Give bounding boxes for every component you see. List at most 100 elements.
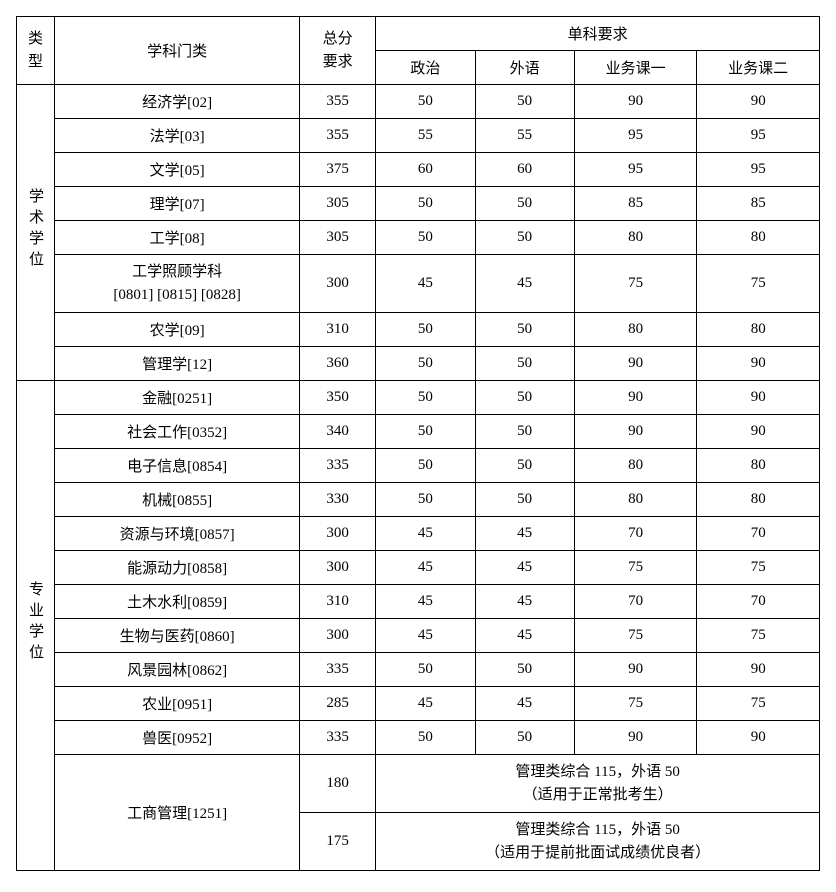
total-cell: 335 xyxy=(300,449,376,483)
header-type-text: 类型 xyxy=(28,31,43,70)
table-row: 资源与环境[0857]30045457070 xyxy=(17,517,820,551)
foreign-cell: 45 xyxy=(475,517,574,551)
course1-cell: 90 xyxy=(574,721,697,755)
category-cell: 工学[08] xyxy=(55,221,300,255)
mba-note-cell: 管理类综合 115，外语 50（适用于提前批面试成绩优良者） xyxy=(376,813,820,871)
total-cell: 330 xyxy=(300,483,376,517)
course2-cell: 75 xyxy=(697,551,820,585)
table-row: 生物与医药[0860]30045457575 xyxy=(17,619,820,653)
table-row: 理学[07]30550508585 xyxy=(17,187,820,221)
course1-cell: 90 xyxy=(574,85,697,119)
politics-cell: 50 xyxy=(376,381,475,415)
foreign-cell: 50 xyxy=(475,187,574,221)
category-cell: 土木水利[0859] xyxy=(55,585,300,619)
course2-cell: 80 xyxy=(697,449,820,483)
politics-cell: 50 xyxy=(376,721,475,755)
politics-cell: 50 xyxy=(376,449,475,483)
category-cell: 社会工作[0352] xyxy=(55,415,300,449)
course2-cell: 70 xyxy=(697,585,820,619)
politics-cell: 50 xyxy=(376,483,475,517)
total-cell: 305 xyxy=(300,187,376,221)
header-category: 学科门类 xyxy=(55,17,300,85)
header-total-line1: 总分 xyxy=(323,31,353,47)
course1-cell: 90 xyxy=(574,381,697,415)
politics-cell: 55 xyxy=(376,119,475,153)
course2-cell: 75 xyxy=(697,255,820,313)
course2-cell: 80 xyxy=(697,221,820,255)
total-cell: 340 xyxy=(300,415,376,449)
foreign-cell: 50 xyxy=(475,313,574,347)
category-cell: 经济学[02] xyxy=(55,85,300,119)
total-cell: 300 xyxy=(300,551,376,585)
course1-cell: 90 xyxy=(574,653,697,687)
course2-cell: 95 xyxy=(697,119,820,153)
category-cell: 风景园林[0862] xyxy=(55,653,300,687)
group-academic-label: 学术学位 xyxy=(25,188,46,272)
course2-cell: 90 xyxy=(697,381,820,415)
group-academic: 学术学位 xyxy=(17,85,55,381)
category-cell: 文学[05] xyxy=(55,153,300,187)
foreign-cell: 50 xyxy=(475,85,574,119)
politics-cell: 45 xyxy=(376,517,475,551)
politics-cell: 50 xyxy=(376,347,475,381)
header-politics: 政治 xyxy=(376,51,475,85)
total-cell: 310 xyxy=(300,313,376,347)
group-professional: 专业学位 xyxy=(17,381,55,871)
course1-cell: 80 xyxy=(574,221,697,255)
total-cell: 300 xyxy=(300,517,376,551)
course1-cell: 75 xyxy=(574,255,697,313)
foreign-cell: 50 xyxy=(475,415,574,449)
course2-cell: 90 xyxy=(697,347,820,381)
table-row: 学术学位经济学[02]35550509090 xyxy=(17,85,820,119)
course2-cell: 90 xyxy=(697,653,820,687)
foreign-cell: 45 xyxy=(475,687,574,721)
course2-cell: 95 xyxy=(697,153,820,187)
total-cell: 355 xyxy=(300,119,376,153)
table-row: 机械[0855]33050508080 xyxy=(17,483,820,517)
course1-cell: 95 xyxy=(574,119,697,153)
course2-cell: 90 xyxy=(697,85,820,119)
course2-cell: 90 xyxy=(697,721,820,755)
politics-cell: 50 xyxy=(376,187,475,221)
course1-cell: 85 xyxy=(574,187,697,221)
course1-cell: 90 xyxy=(574,347,697,381)
course1-cell: 75 xyxy=(574,687,697,721)
total-cell: 350 xyxy=(300,381,376,415)
course1-cell: 80 xyxy=(574,449,697,483)
header-subjects-group: 单科要求 xyxy=(376,17,820,51)
politics-cell: 50 xyxy=(376,415,475,449)
table-row: 管理学[12]36050509090 xyxy=(17,347,820,381)
course2-cell: 85 xyxy=(697,187,820,221)
total-cell: 335 xyxy=(300,721,376,755)
foreign-cell: 50 xyxy=(475,221,574,255)
course1-cell: 95 xyxy=(574,153,697,187)
table-row: 电子信息[0854]33550508080 xyxy=(17,449,820,483)
table-row: 兽医[0952]33550509090 xyxy=(17,721,820,755)
politics-cell: 50 xyxy=(376,313,475,347)
foreign-cell: 45 xyxy=(475,585,574,619)
table-row: 社会工作[0352]34050509090 xyxy=(17,415,820,449)
course1-cell: 75 xyxy=(574,619,697,653)
table-row: 工学[08]30550508080 xyxy=(17,221,820,255)
course1-cell: 70 xyxy=(574,585,697,619)
category-cell: 管理学[12] xyxy=(55,347,300,381)
foreign-cell: 50 xyxy=(475,381,574,415)
total-cell: 355 xyxy=(300,85,376,119)
total-cell: 375 xyxy=(300,153,376,187)
course1-cell: 80 xyxy=(574,313,697,347)
category-cell: 农业[0951] xyxy=(55,687,300,721)
total-cell: 335 xyxy=(300,653,376,687)
group-professional-label: 专业学位 xyxy=(25,581,46,665)
course2-cell: 70 xyxy=(697,517,820,551)
category-cell: 金融[0251] xyxy=(55,381,300,415)
total-cell: 300 xyxy=(300,619,376,653)
score-table: 类型 学科门类 总分 要求 单科要求 政治 外语 业务课一 业务课二 学术学位经… xyxy=(16,16,820,871)
course2-cell: 80 xyxy=(697,313,820,347)
table-row: 能源动力[0858]30045457575 xyxy=(17,551,820,585)
foreign-cell: 50 xyxy=(475,653,574,687)
category-cell: 能源动力[0858] xyxy=(55,551,300,585)
table-row: 工学照顾学科[0801] [0815] [0828]30045457575 xyxy=(17,255,820,313)
header-course1: 业务课一 xyxy=(574,51,697,85)
politics-cell: 45 xyxy=(376,687,475,721)
foreign-cell: 45 xyxy=(475,619,574,653)
